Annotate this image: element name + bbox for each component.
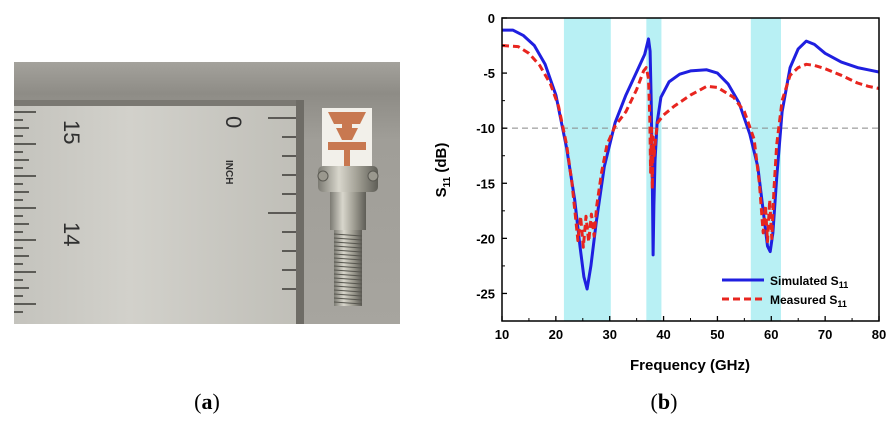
y-axis-title: S11 (dB)	[433, 143, 453, 198]
y-tick-label--5: -5	[483, 66, 495, 81]
panel-label-b: (b)	[651, 389, 678, 414]
thread-line	[333, 273, 363, 277]
y-tick-label--20: -20	[476, 231, 495, 246]
thread-line	[333, 293, 363, 297]
y-tick-label--25: -25	[476, 286, 495, 301]
thread-line	[333, 249, 363, 253]
x-axis-ticks: 10 20 30 40 50 60 70 80	[495, 316, 886, 342]
y-axis-title-main: S	[433, 187, 450, 197]
thread-line	[333, 233, 363, 237]
x-tick-label-50: 50	[710, 327, 724, 342]
y-axis-title-sub: 11	[442, 176, 453, 187]
antenna-feedline	[344, 148, 350, 168]
antenna-lower-patch	[328, 142, 366, 150]
connector-screw-left	[317, 170, 329, 182]
thread-line	[333, 289, 363, 293]
connector-threads	[333, 233, 363, 305]
thread-line	[333, 301, 363, 305]
ruler-edge	[14, 100, 304, 106]
x-tick-label-60: 60	[764, 327, 778, 342]
panel-label-a: (a)	[194, 389, 220, 414]
thread-line	[333, 245, 363, 249]
ruler-ticks	[14, 111, 296, 313]
ruler-number-0: 0	[221, 116, 246, 128]
connector-hex-nut	[330, 192, 366, 230]
thread-line	[333, 281, 363, 285]
connector-screw-right	[367, 170, 379, 182]
y-axis-title-unit: (dB)	[433, 143, 450, 177]
thread-line	[333, 237, 363, 241]
x-tick-label-10: 10	[495, 327, 509, 342]
legend: Simulated S11 Measured S11	[722, 274, 848, 309]
antenna-center-patch	[336, 128, 358, 140]
x-tick-label-30: 30	[602, 327, 616, 342]
y-tick-label-0: 0	[488, 11, 495, 26]
thread-line	[333, 297, 363, 301]
legend-label-measured: Measured S11	[770, 293, 847, 309]
thread-line	[333, 261, 363, 265]
x-tick-label-20: 20	[549, 327, 563, 342]
series-line-simulated	[502, 28, 879, 291]
series-layer	[502, 28, 879, 291]
series-line-measured	[502, 44, 879, 249]
thread-line	[333, 269, 363, 273]
thread-line	[333, 241, 363, 245]
y-tick-label--15: -15	[476, 176, 495, 191]
antenna-connector-image	[317, 108, 379, 306]
photo-panel: 15 0 14 INCH	[14, 62, 400, 324]
legend-simulated-main: Simulated S	[770, 274, 839, 288]
thread-line	[333, 277, 363, 281]
y-tick-label--10: -10	[476, 121, 495, 136]
ruler-number-14: 14	[59, 222, 84, 246]
ruler-right-edge	[296, 100, 304, 324]
x-tick-label-80: 80	[872, 327, 886, 342]
y-axis-ticks: 0 -5 -10 -15 -20 -25	[476, 11, 507, 301]
legend-label-simulated: Simulated S11	[770, 274, 848, 290]
ruler-body	[14, 104, 304, 324]
x-tick-label-70: 70	[818, 327, 832, 342]
thread-line	[333, 257, 363, 261]
ruler-unit-label: INCH	[223, 160, 234, 184]
legend-measured-main: Measured S	[770, 293, 837, 307]
thread-line	[333, 253, 363, 257]
connector-flange	[318, 166, 378, 192]
x-axis-title: Frequency (GHz)	[630, 357, 750, 374]
thread-line	[333, 285, 363, 289]
x-tick-label-40: 40	[656, 327, 670, 342]
panel-label-a-letter: a	[202, 389, 213, 414]
legend-simulated-sub: 11	[839, 280, 849, 290]
thread-line	[333, 265, 363, 269]
chart-panel: 10 20 30 40 50 60 70 80 0 -5 -10 -15 -20 -25 Frequen…	[433, 11, 886, 374]
legend-measured-sub: 11	[837, 299, 847, 309]
highlight-bands	[563, 18, 781, 321]
ruler-number-15: 15	[59, 120, 84, 144]
panel-label-b-letter: b	[658, 389, 670, 414]
antenna-upper-patch	[328, 112, 366, 128]
